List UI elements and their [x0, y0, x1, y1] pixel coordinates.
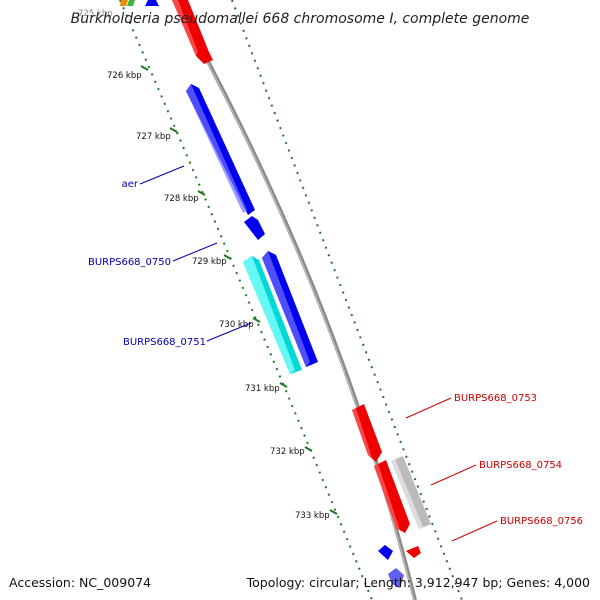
tick-mark-728: [197, 190, 206, 196]
gene-arrow-blue-long-shade: [262, 251, 310, 367]
gene-arrow-0756: [406, 546, 421, 558]
accession-text: Accession: NC_009074: [9, 575, 151, 590]
tick-mark-733: [329, 509, 338, 515]
reverse-genes: [352, 404, 431, 558]
gene-arrow-reverse-shade: [172, 0, 198, 56]
tick-label: 729 kbp: [192, 257, 227, 267]
forward-genes: [186, 84, 404, 588]
top-edge-genes: [120, 0, 159, 6]
gene-label-0756: BURPS668_0756: [500, 516, 583, 527]
gene-label-0750: BURPS668_0750: [88, 257, 171, 268]
tick-label: 732 kbp: [270, 447, 305, 457]
leader-line-0751: [206, 322, 252, 342]
tick-label: 730 kbp: [219, 320, 254, 330]
genome-backbone: [173, 0, 417, 600]
gene-fragment-green: [127, 0, 135, 6]
tick-mark-726: [140, 65, 149, 71]
gene-arrow-0754: [374, 460, 410, 533]
gene-arrow-0751-shade: [243, 256, 295, 374]
gene-arrow-aer-shade: [186, 84, 247, 213]
tick-label: 727 kbp: [136, 132, 171, 142]
gene-fragment-blue: [145, 0, 159, 6]
label-leaders: [139, 165, 498, 542]
major-ticks: [140, 65, 338, 515]
tick-label: 726 kbp: [107, 71, 142, 81]
tick-label: 725 kbp: [78, 9, 113, 19]
tick-label: 731 kbp: [245, 384, 280, 394]
tick-mark-730: [252, 317, 261, 323]
gene-arrow-bottom-blue: [388, 568, 404, 588]
gene-fragment-orange: [120, 0, 128, 6]
outer-dotted-track: [231, 0, 463, 600]
tick-mark-729: [223, 254, 232, 260]
leader-line-0750: [172, 242, 218, 262]
scale-tracks: [119, 0, 463, 600]
tick-mark-731: [279, 382, 288, 388]
gene-arrow-0753: [352, 404, 382, 462]
gene-label-aer: aer: [122, 179, 139, 190]
tick-mark-727: [169, 127, 178, 133]
genome-summary-text: Topology: circular; Length: 3,912,947 bp…: [246, 575, 590, 590]
gene-arrow-0754-shade: [374, 464, 400, 530]
gene-label-0754: BURPS668_0754: [479, 460, 562, 471]
gene-label-0753: BURPS668_0753: [454, 393, 537, 404]
inner-dotted-track: [119, 0, 373, 600]
gene-labels: aer BURPS668_0750 BURPS668_0751 BURPS668…: [88, 179, 583, 527]
gene-label-0751: BURPS668_0751: [123, 337, 206, 348]
leader-line-aer: [139, 165, 185, 185]
genome-backbone-highlight: [173, 0, 415, 600]
gene-arrow-0753-shade: [352, 408, 372, 458]
gene-arrow-0754-grey-shade: [391, 459, 423, 529]
tick-label: 728 kbp: [164, 194, 199, 204]
tick-label: 733 kbp: [295, 511, 330, 521]
gene-arrow-small-blue: [378, 545, 393, 560]
gene-arrow-0750: [244, 216, 265, 240]
map-title: Burkholderia pseudomallei 668 chromosome…: [71, 11, 530, 27]
leader-line-0753: [405, 397, 452, 419]
tick-labels: 725 kbp 726 kbp 727 kbp 728 kbp 729 kbp …: [78, 9, 330, 521]
tick-mark-732: [304, 446, 313, 452]
leader-line-0756: [451, 520, 498, 542]
leader-line-0754: [430, 464, 477, 486]
